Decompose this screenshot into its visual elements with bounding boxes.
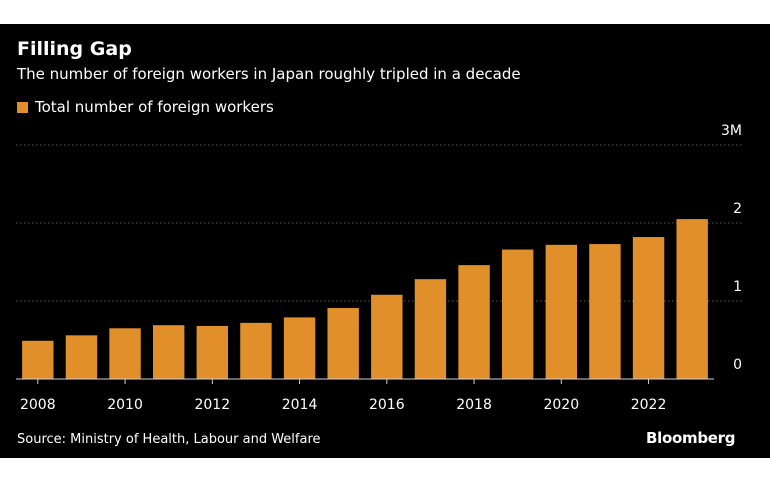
axes: 0 1 2 3M 2008 2010 2012 2014 2016 2018 2020 2022 [16, 123, 742, 413]
bar-2012 [196, 325, 229, 379]
legend-swatch [17, 101, 28, 113]
legend: Total number of foreign workers [17, 98, 274, 116]
source-note: Source: Ministry of Health, Labour and W… [17, 432, 321, 447]
bar-2023 [676, 219, 708, 379]
x-tick-label: 2008 [20, 397, 56, 413]
y-tick-label: 0 [733, 357, 742, 373]
bar-2008 [22, 340, 54, 379]
y-tick-label: 3M [721, 123, 742, 139]
x-tick-label: 2016 [369, 397, 405, 413]
x-tick-label: 2012 [194, 397, 230, 413]
chart-panel: Filling Gap The number of foreign worker… [0, 24, 770, 458]
bar-2022 [632, 237, 665, 379]
x-tick-label: 2018 [456, 397, 492, 413]
bar-2011 [152, 325, 185, 379]
bar-2018 [458, 265, 490, 379]
chart-subtitle: The number of foreign workers in Japan r… [17, 65, 521, 83]
chart-title: Filling Gap [17, 38, 132, 60]
bar-2016 [371, 294, 403, 379]
x-tick-label: 2022 [631, 397, 667, 413]
bar-2013 [240, 322, 272, 379]
bar-2021 [589, 244, 621, 379]
x-tick-label: 2010 [107, 397, 143, 413]
y-tick-label: 2 [733, 201, 742, 217]
bar-2019 [501, 249, 534, 379]
x-tick-label: 2020 [543, 397, 579, 413]
bloomberg-logo: Bloomberg [646, 429, 736, 447]
y-tick-label: 1 [733, 279, 742, 295]
bar-2009 [65, 335, 98, 379]
x-tick-label: 2014 [282, 397, 318, 413]
bars [22, 219, 708, 379]
bar-2017 [414, 279, 447, 379]
bar-chart: 0 1 2 3M 2008 2010 2012 2014 2016 2018 2020 2022 [16, 123, 744, 413]
bar-2020 [545, 244, 578, 379]
bar-2014 [283, 317, 316, 379]
legend-label: Total number of foreign workers [35, 98, 274, 116]
bar-2010 [109, 328, 141, 379]
bar-2015 [327, 308, 359, 379]
